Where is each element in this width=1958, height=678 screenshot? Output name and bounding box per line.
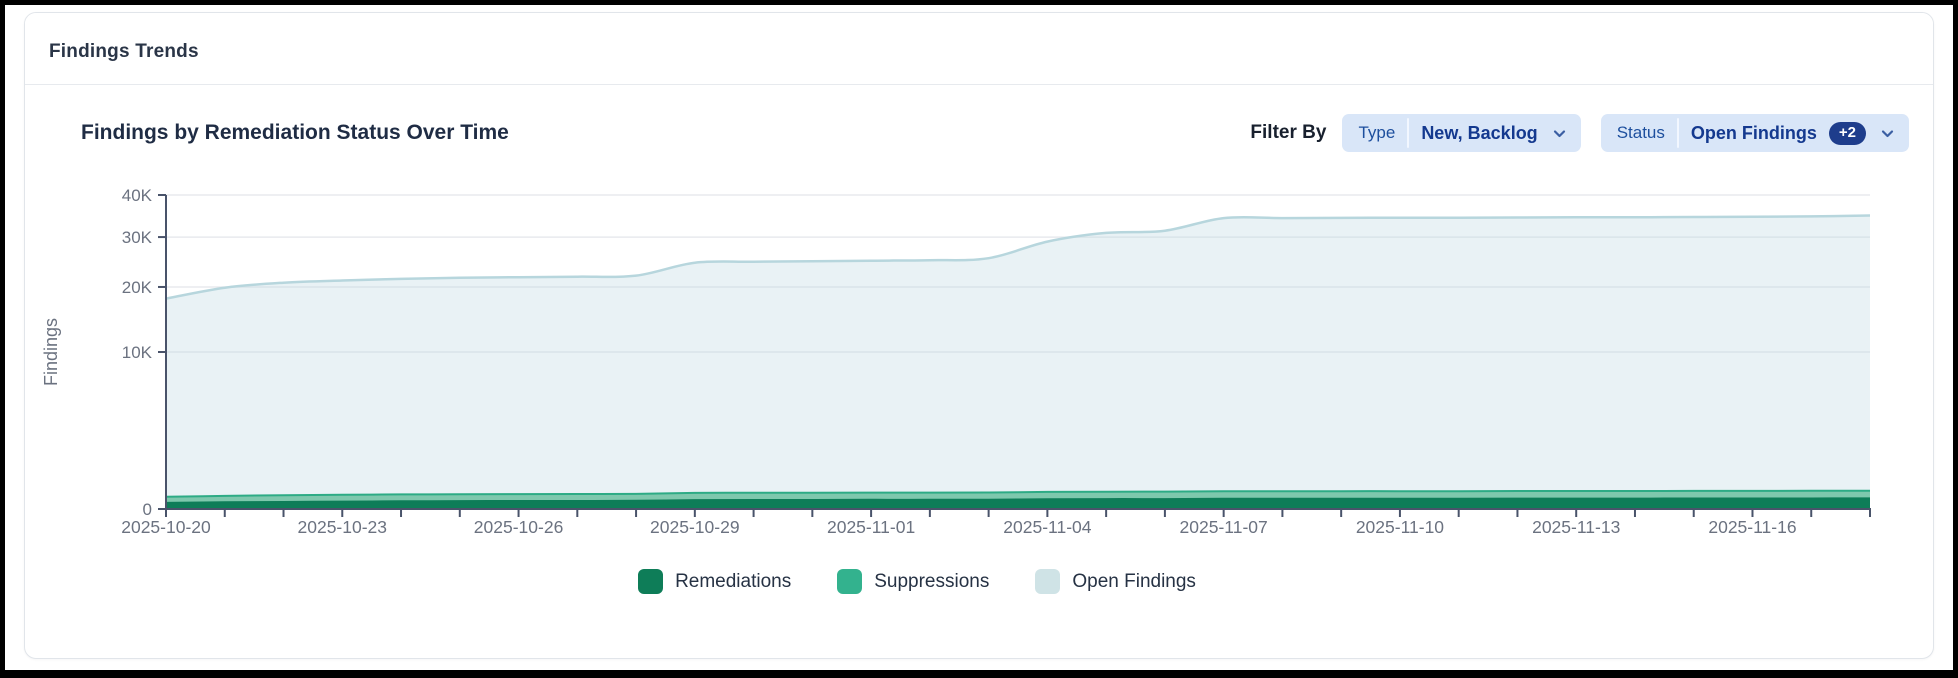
card-header: Findings Trends	[25, 13, 1933, 85]
legend-label: Remediations	[675, 570, 792, 592]
y-tick-label: 10K	[122, 343, 153, 362]
x-tick-label: 2025-11-01	[827, 517, 915, 537]
status-filter-value: Open Findings	[1690, 122, 1817, 143]
area-open-findings	[166, 215, 1870, 509]
page-background: Findings Trends Findings by Remediation …	[5, 5, 1953, 670]
legend-swatch	[837, 569, 863, 594]
x-tick-label: 2025-11-10	[1356, 517, 1444, 537]
line-open-findings	[165, 214, 1871, 300]
y-tick-label: 0	[143, 500, 152, 519]
findings-trend-chart[interactable]: 0 10K 20K 30K 40K 2025-10-20 2025-10-23 2025-10…	[25, 165, 1933, 557]
findings-trends-card: Findings Trends Findings by Remediation …	[24, 12, 1934, 659]
filter-bar: Filter By Type New, Backlog Status	[1250, 114, 1909, 152]
y-tick-label: 30K	[122, 228, 153, 247]
card-title: Findings Trends	[49, 40, 199, 62]
chevron-down-icon	[1552, 126, 1567, 141]
chart-block: Findings by Remediation Status Over Time…	[25, 103, 1933, 594]
line-suppressions	[165, 489, 1871, 498]
x-tick-label: 2025-11-07	[1180, 517, 1268, 537]
filter-by-label: Filter By	[1250, 122, 1327, 143]
x-tick-label: 2025-10-23	[298, 517, 388, 537]
pill-divider	[1407, 118, 1410, 148]
status-filter-label: Status	[1616, 123, 1665, 142]
chart-top-row: Findings by Remediation Status Over Time…	[49, 103, 1909, 163]
y-tick-label: 40K	[122, 186, 153, 205]
type-filter-label: Type	[1358, 123, 1396, 142]
line-remediations	[165, 497, 1871, 504]
legend-swatch	[1035, 569, 1061, 594]
status-filter-dropdown[interactable]: Status Open Findings +2	[1600, 114, 1909, 152]
legend-item-suppressions[interactable]: Suppressions	[837, 569, 989, 594]
x-tick-label: 2025-11-04	[1003, 517, 1091, 537]
legend-label: Open Findings	[1072, 570, 1196, 592]
y-tick-label: 20K	[122, 278, 153, 297]
status-filter-count-badge: +2	[1828, 121, 1866, 145]
x-tick-label: 2025-10-26	[474, 517, 564, 537]
chart-legend: Remediations Suppressions Open Findings	[25, 569, 1871, 594]
x-tick-label: 2025-11-16	[1708, 517, 1796, 537]
x-tick-label: 2025-10-20	[121, 517, 211, 537]
type-filter-dropdown[interactable]: Type New, Backlog	[1342, 114, 1581, 152]
x-tick-label: 2025-10-29	[650, 517, 740, 537]
legend-item-remediations[interactable]: Remediations	[638, 569, 791, 594]
legend-label: Suppressions	[874, 570, 990, 592]
chart-title: Findings by Remediation Status Over Time	[81, 121, 509, 144]
type-filter-value: New, Backlog	[1421, 122, 1538, 143]
y-axis-title: Findings	[41, 318, 61, 386]
legend-item-open-findings[interactable]: Open Findings	[1035, 569, 1196, 594]
x-tick-label: 2025-11-13	[1532, 517, 1620, 537]
chevron-down-icon	[1880, 126, 1895, 141]
legend-swatch	[638, 569, 664, 594]
pill-divider	[1676, 118, 1679, 148]
